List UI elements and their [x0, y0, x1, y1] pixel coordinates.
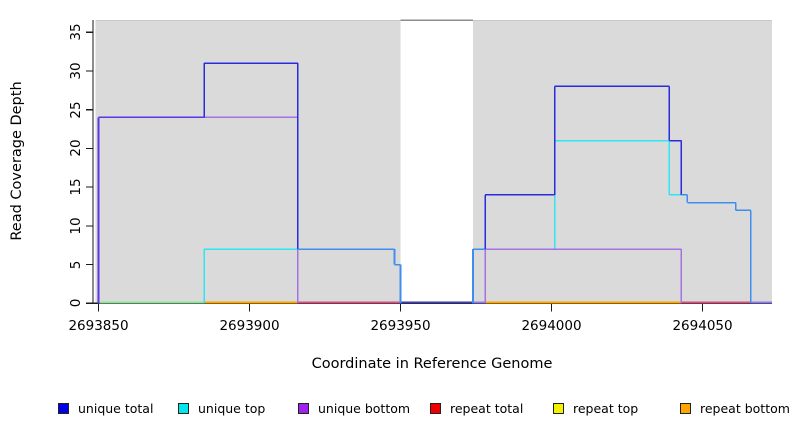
legend-item-repeat-total: repeat total	[430, 400, 524, 416]
x-tick-label: 2694050	[672, 318, 733, 334]
repeat-top-swatch-icon	[553, 402, 564, 414]
y-tick-label: 0	[68, 299, 84, 308]
unique-bottom-swatch-icon	[298, 402, 309, 414]
legend-label: repeat bottom	[700, 400, 790, 416]
legend-label: repeat total	[450, 400, 524, 416]
y-tick-label: 30	[68, 62, 84, 80]
y-tick-label: 35	[68, 23, 84, 41]
legend-item-repeat-top: repeat top	[553, 400, 639, 416]
x-tick-label: 2693900	[219, 318, 280, 334]
repeat-total-swatch-icon	[430, 402, 441, 414]
y-tick-label: 15	[68, 178, 84, 196]
legend-item-unique-bottom: unique bottom	[298, 400, 411, 416]
x-axis-title: Coordinate in Reference Genome	[311, 356, 553, 372]
legend-item-unique-total: unique total	[58, 400, 154, 416]
legend-label: repeat top	[573, 400, 639, 416]
legend-label: unique total	[78, 400, 154, 416]
legend-label: unique top	[198, 400, 266, 416]
coverage-chart-svg	[86, 19, 773, 312]
x-tick-label: 2693850	[68, 318, 129, 334]
x-tick-label: 2694000	[521, 318, 582, 334]
y-tick-label: 20	[68, 139, 84, 157]
y-axis-title: Read Coverage Depth	[9, 81, 25, 241]
legend-item-repeat-bottom: repeat bottom	[680, 400, 790, 416]
legend-label: unique bottom	[318, 400, 411, 416]
repeat-bottom-swatch-icon	[680, 402, 691, 414]
unique-top-swatch-icon	[178, 402, 189, 414]
y-tick-label: 5	[68, 260, 84, 269]
y-tick-label: 25	[68, 101, 84, 119]
x-tick-label: 2693950	[370, 318, 431, 334]
y-tick-label: 10	[68, 217, 84, 235]
unique-total-swatch-icon	[58, 402, 69, 414]
legend-item-unique-top: unique top	[178, 400, 266, 416]
